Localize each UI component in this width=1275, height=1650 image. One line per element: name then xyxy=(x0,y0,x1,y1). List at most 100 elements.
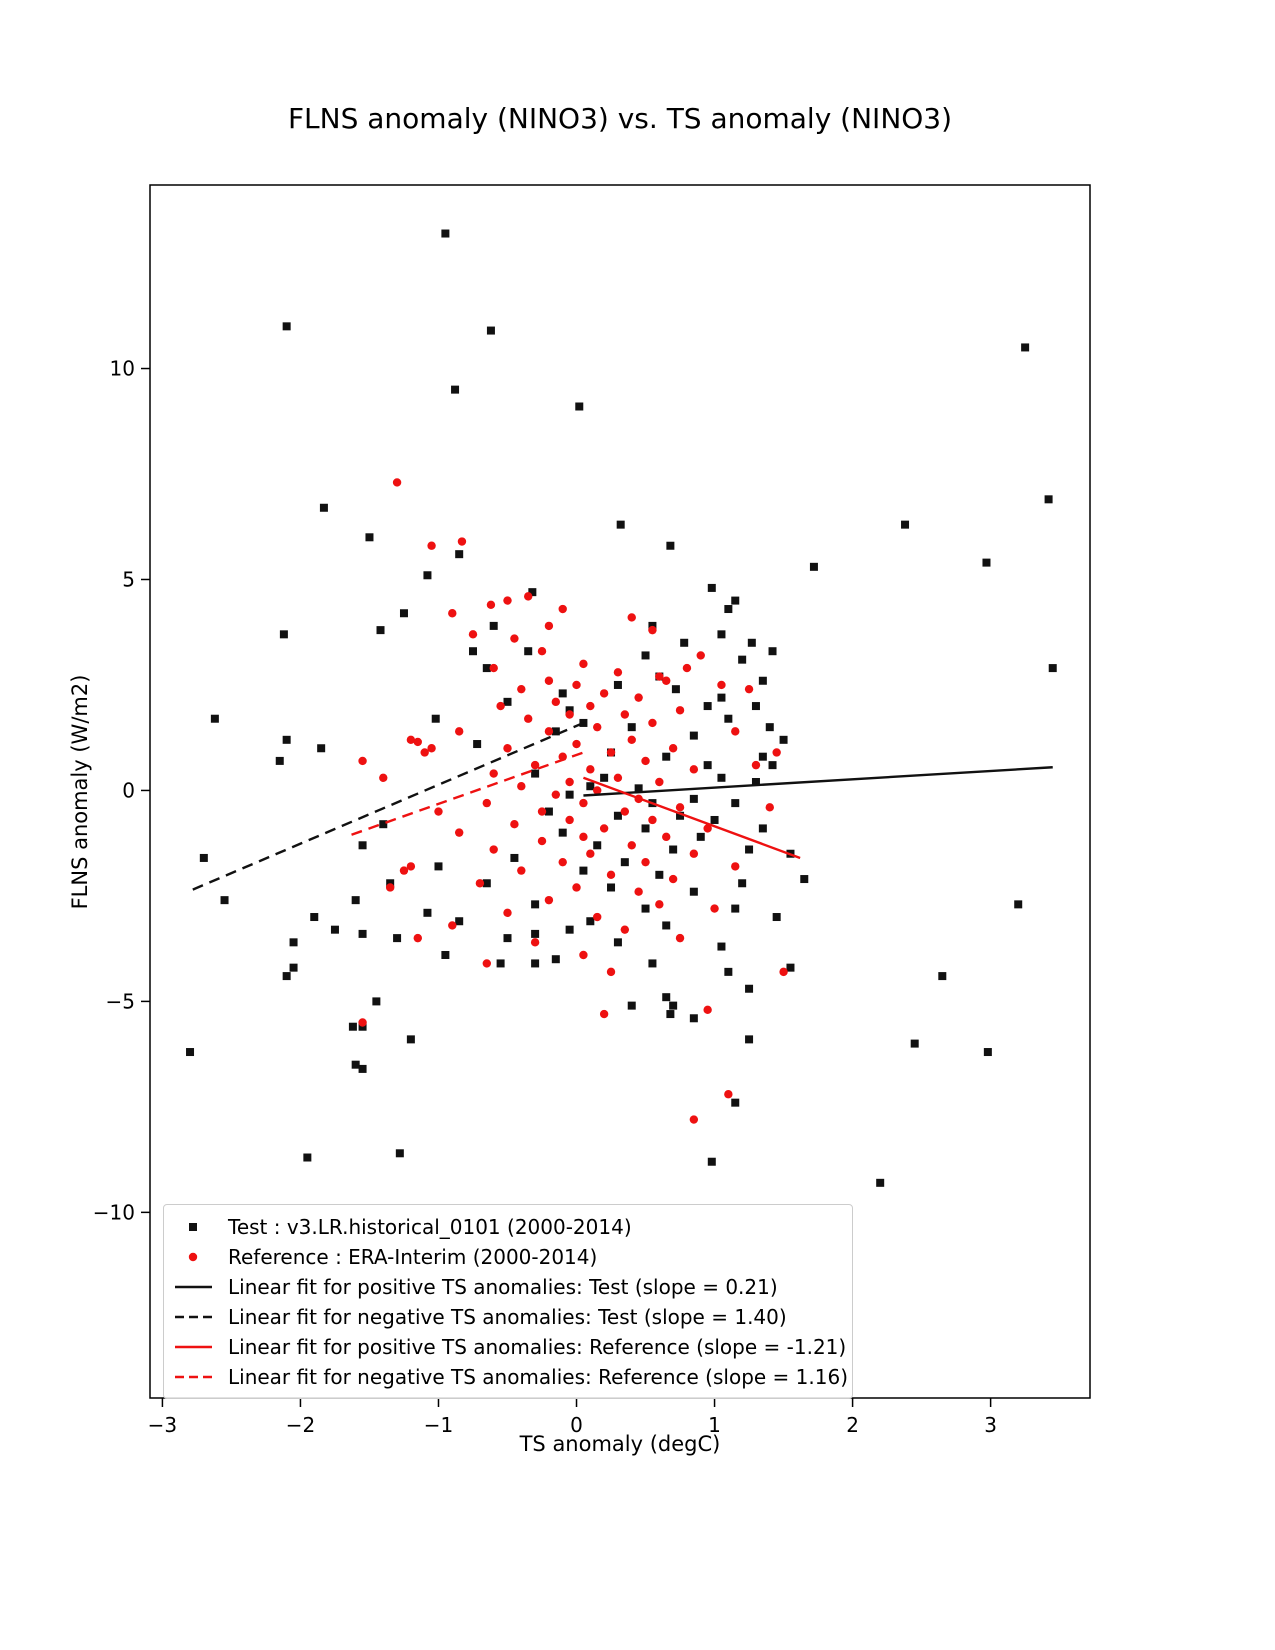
test-point xyxy=(758,676,767,685)
test-point xyxy=(641,651,650,660)
test-point xyxy=(1044,495,1053,504)
test-point xyxy=(486,326,495,335)
x-tick-label: −1 xyxy=(424,1413,453,1437)
test-point xyxy=(282,322,291,331)
legend-item: Linear fit for positive TS anomalies: Re… xyxy=(172,1333,846,1360)
reference-point xyxy=(551,697,561,707)
reference-point xyxy=(668,874,678,884)
test-point xyxy=(317,744,326,753)
reference-point xyxy=(579,832,588,842)
test-point xyxy=(282,972,291,981)
test-point xyxy=(717,773,726,782)
test-point xyxy=(510,853,519,862)
reference-point xyxy=(392,478,402,487)
test-point xyxy=(393,934,402,943)
reference-point xyxy=(579,798,588,808)
reference-point xyxy=(503,908,512,917)
legend-label: Linear fit for positive TS anomalies: Te… xyxy=(228,1274,778,1299)
test-point xyxy=(666,1010,675,1019)
test-point xyxy=(717,942,726,951)
reference-point xyxy=(537,647,547,656)
reference-point xyxy=(634,693,643,702)
test-point xyxy=(620,858,629,867)
test-point xyxy=(641,824,650,833)
reference-point xyxy=(489,845,498,854)
test-point xyxy=(765,723,774,732)
reference-point xyxy=(517,866,526,875)
legend-item: Linear fit for negative TS anomalies: Te… xyxy=(172,1303,842,1330)
reference-point xyxy=(634,887,643,896)
test-point xyxy=(289,938,298,947)
reference-point xyxy=(662,832,671,842)
test-point xyxy=(489,621,498,630)
reference-point xyxy=(648,718,657,728)
test-point xyxy=(662,752,671,761)
test-point xyxy=(586,782,595,791)
test-point xyxy=(648,621,657,630)
test-point xyxy=(689,1014,698,1023)
reference-point xyxy=(675,803,685,812)
reference-point xyxy=(606,748,616,757)
reference-point xyxy=(627,841,636,850)
dashed-line-legend-marker xyxy=(175,1375,212,1378)
test-point xyxy=(641,904,650,913)
test-point xyxy=(648,959,657,968)
legend-item: Test : v3.LR.historical_0101 (2000-2014) xyxy=(172,1213,842,1240)
y-tick-label: 5 xyxy=(122,567,135,591)
test-point xyxy=(289,963,298,972)
reference-point xyxy=(648,815,657,825)
test-point xyxy=(434,862,443,871)
test-point xyxy=(731,904,740,913)
test-point xyxy=(731,596,740,605)
reference-point xyxy=(620,807,630,816)
reference-point xyxy=(675,933,685,943)
reference-point xyxy=(454,727,464,736)
reference-point xyxy=(517,684,526,694)
test-point xyxy=(662,993,671,1002)
test-point xyxy=(876,1178,885,1187)
test-point xyxy=(473,740,482,749)
test-point xyxy=(282,735,291,744)
legend-item: Linear fit for positive TS anomalies: Te… xyxy=(172,1273,842,1300)
test-point xyxy=(655,870,664,879)
reference-point xyxy=(689,1115,699,1124)
legend: Test : v3.LR.historical_0101 (2000-2014)… xyxy=(163,1204,853,1399)
reference-point xyxy=(530,938,540,947)
test-point xyxy=(724,714,733,723)
test-point xyxy=(800,875,809,884)
test-point xyxy=(666,541,675,550)
reference-point xyxy=(731,862,740,871)
reference-point xyxy=(503,596,512,605)
test-point xyxy=(379,820,388,829)
reference-point xyxy=(751,760,761,770)
test-point xyxy=(351,896,360,905)
x-tick-label: 2 xyxy=(846,1413,859,1437)
y-tick-label: −5 xyxy=(106,989,135,1013)
test-point xyxy=(669,845,678,854)
test-point xyxy=(528,588,537,597)
reference-point xyxy=(565,777,574,787)
reference-point xyxy=(475,879,485,888)
reference-point xyxy=(655,672,664,681)
reference-point xyxy=(724,1090,733,1099)
test-point xyxy=(689,794,698,803)
test-point xyxy=(558,828,567,837)
test-point xyxy=(689,731,698,740)
fit-line-test-negative xyxy=(192,721,584,891)
test-point xyxy=(627,1001,636,1010)
solid-line-legend-marker xyxy=(175,1345,212,1348)
test-point xyxy=(441,229,450,238)
test-point xyxy=(358,1022,367,1031)
test-point xyxy=(210,714,219,723)
reference-point xyxy=(399,866,409,875)
test-point xyxy=(503,934,512,943)
test-point xyxy=(503,697,512,706)
y-axis-ticks: −10 −5 0 5 10 xyxy=(93,357,150,1224)
y-tick-label: 10 xyxy=(110,357,135,381)
scatter-test xyxy=(186,229,1057,1187)
reference-point xyxy=(689,849,699,858)
reference-point xyxy=(599,824,609,833)
test-point xyxy=(565,925,574,934)
reference-point xyxy=(544,895,554,905)
